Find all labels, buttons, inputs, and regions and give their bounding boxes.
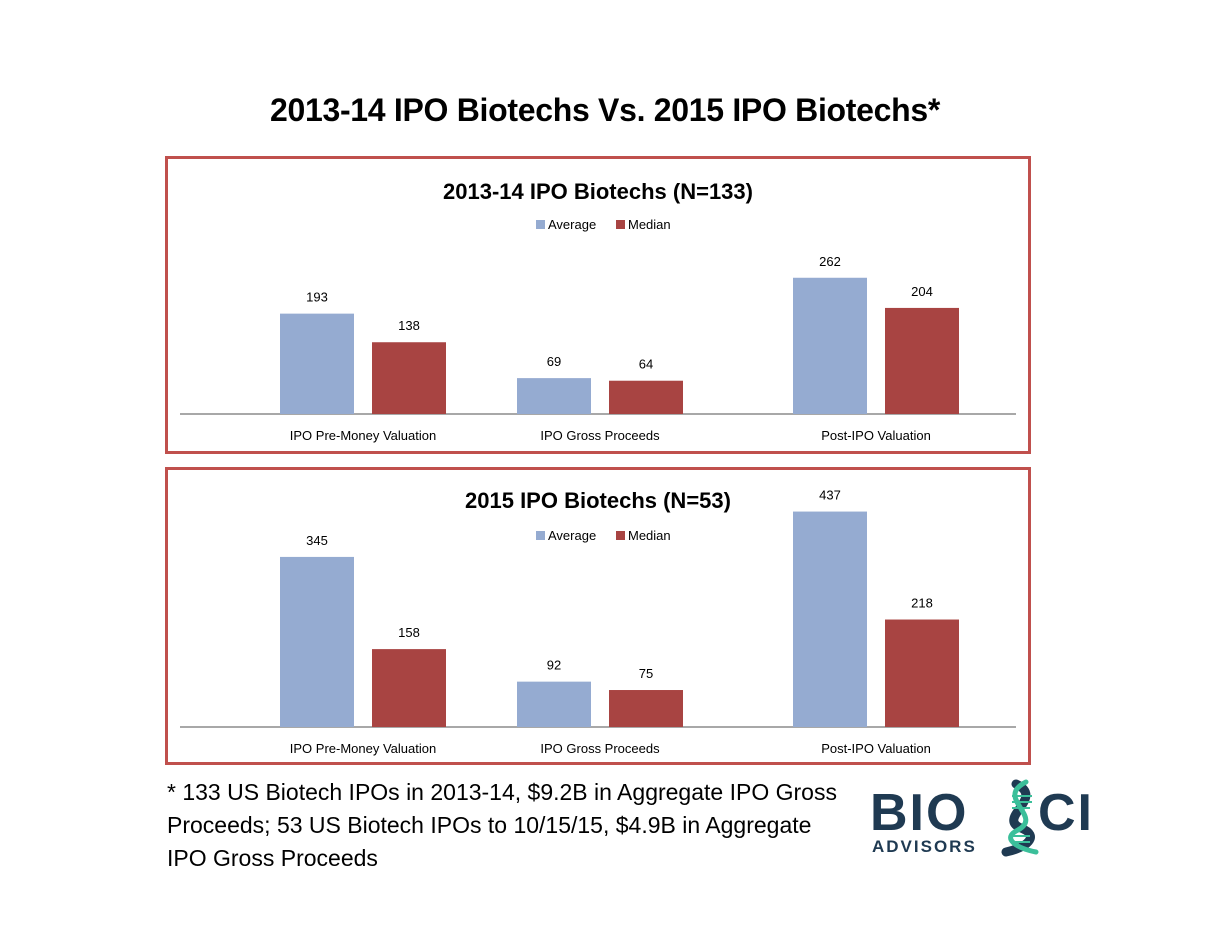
x-tick-label: IPO Gross Proceeds (540, 741, 660, 756)
bar-average (517, 378, 591, 414)
x-tick-label: IPO Gross Proceeds (540, 428, 660, 443)
footnote: * 133 US Biotech IPOs in 2013-14, $9.2B … (167, 779, 837, 871)
chart-title: 2013-14 IPO Biotechs (N=133) (443, 179, 753, 204)
legend-swatch-median (616, 220, 625, 229)
data-label: 75 (639, 666, 653, 681)
legend-label-median: Median (628, 217, 671, 232)
legend-label-average: Average (548, 217, 596, 232)
bar-median (609, 380, 683, 414)
main-title: 2013-14 IPO Biotechs Vs. 2015 IPO Biotec… (269, 92, 941, 128)
logo-subtitle: ADVISORS (872, 837, 977, 856)
logo-text-bio: BIO (870, 784, 968, 842)
data-label: 138 (398, 318, 420, 333)
chart-title: 2015 IPO Biotechs (N=53) (465, 488, 731, 513)
dna-helix-icon (1001, 779, 1039, 857)
bar-average (517, 681, 591, 727)
x-tick-label: IPO Pre-Money Valuation (290, 741, 436, 756)
bar-average (793, 277, 867, 414)
logo-text-ci: CI (1038, 784, 1094, 842)
data-label: 64 (639, 357, 653, 372)
bar-median (885, 307, 959, 414)
legend-swatch-median (616, 531, 625, 540)
chart-panel-2013-14: 2013-14 IPO Biotechs (N=133) Average Media… (165, 156, 1031, 454)
bar-median (885, 619, 959, 727)
data-label: 345 (306, 533, 328, 548)
data-label: 204 (911, 284, 933, 299)
chart-panel-2015: 2015 IPO Biotechs (N=53) Average Median 345… (165, 467, 1031, 765)
data-label: 262 (819, 254, 841, 269)
data-label: 218 (911, 596, 933, 611)
x-tick-label: Post-IPO Valuation (821, 741, 931, 756)
bar-average (280, 556, 354, 727)
biosci-advisors-logo: BIO CI ADVISORS (866, 778, 1126, 858)
data-label: 92 (547, 658, 561, 673)
legend-swatch-average (536, 531, 545, 540)
data-label: 158 (398, 625, 420, 640)
x-tick-label: Post-IPO Valuation (821, 428, 931, 443)
bar-median (372, 649, 446, 727)
chart-2013-14: 2013-14 IPO Biotechs (N=133) Average Media… (180, 179, 1016, 443)
x-tick-label: IPO Pre-Money Valuation (290, 428, 436, 443)
bar-median (609, 690, 683, 727)
chart-2015: 2015 IPO Biotechs (N=53) Average Median 345… (180, 488, 1016, 756)
bar-median (372, 342, 446, 414)
data-label: 69 (547, 354, 561, 369)
data-label: 437 (819, 488, 841, 503)
legend-label-median: Median (628, 528, 671, 543)
bar-average (280, 313, 354, 414)
legend-swatch-average (536, 220, 545, 229)
data-label: 193 (306, 290, 328, 305)
legend-label-average: Average (548, 528, 596, 543)
bar-average (793, 511, 867, 727)
